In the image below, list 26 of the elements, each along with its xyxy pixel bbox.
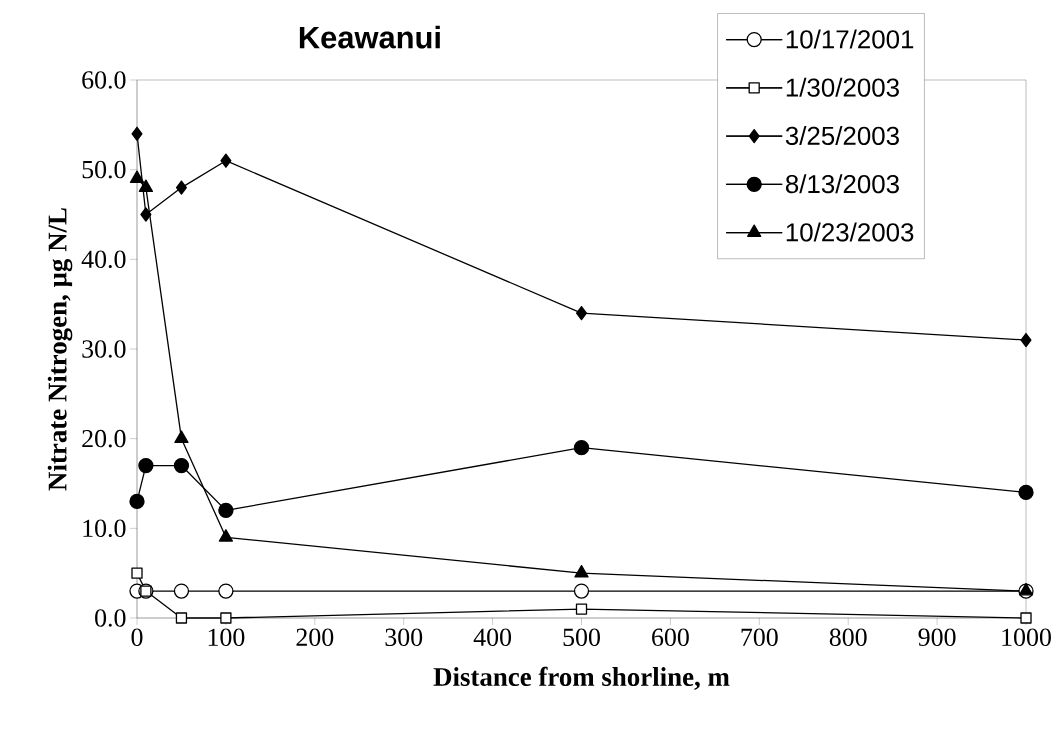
x-axis-title: Distance from shorline, m <box>433 666 730 690</box>
y-tick-label: 30.0 <box>82 340 126 358</box>
x-tick-label: 600 <box>652 628 689 646</box>
y-tick-label: 20.0 <box>82 429 126 448</box>
legend-label: 10/23/2003 <box>786 222 914 242</box>
x-tick-label: 0 <box>131 628 143 646</box>
y-tick-label: 50.0 <box>82 160 126 179</box>
x-tick-label: 100 <box>208 628 245 646</box>
y-tick-label: 10.0 <box>83 519 126 538</box>
legend-label: 8/13/2003 <box>785 174 899 194</box>
x-tick-label: 200 <box>296 628 334 646</box>
x-tick-label: 1000 <box>1002 628 1051 646</box>
legend-label: 10/17/2001 <box>786 29 914 49</box>
x-tick-label: 500 <box>563 628 600 646</box>
legend-label: 3/25/2003 <box>785 125 899 145</box>
x-tick-label: 700 <box>741 628 778 646</box>
y-tick-label: 60.0 <box>82 71 126 89</box>
chart-title: Keawanui <box>299 25 440 49</box>
x-tick-label: 300 <box>385 628 423 646</box>
x-tick-label: 400 <box>473 628 512 646</box>
y-axis-title: Nitrate Nitrogen, µg N/L <box>47 208 73 491</box>
legend-label: 1/30/2003 <box>786 77 899 97</box>
x-tick-label: 900 <box>918 628 956 646</box>
y-tick-label: 40.0 <box>81 250 126 269</box>
x-tick-label: 800 <box>829 628 867 646</box>
y-tick-label: 0.0 <box>95 609 126 627</box>
